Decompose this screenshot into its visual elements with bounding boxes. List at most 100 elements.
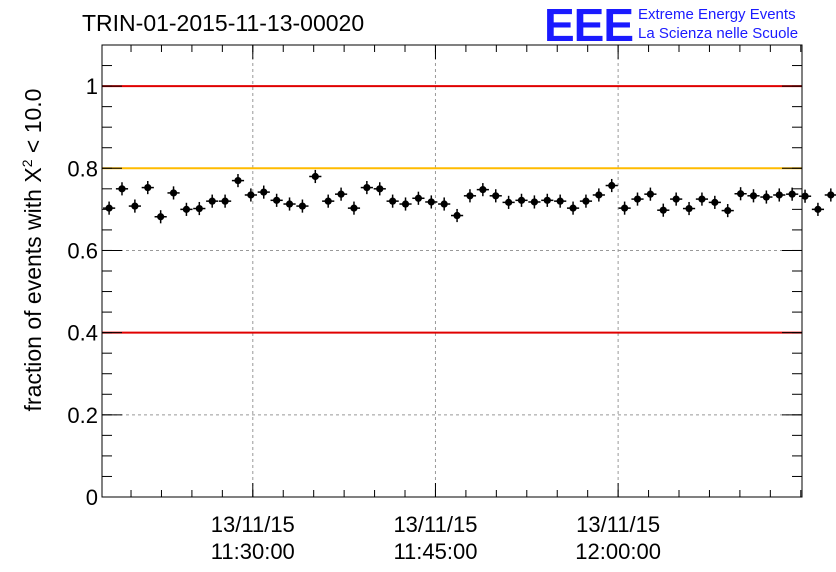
grid-lines bbox=[102, 45, 802, 498]
data-point bbox=[528, 195, 541, 209]
point-marker bbox=[453, 211, 461, 220]
data-point bbox=[579, 194, 593, 208]
data-point bbox=[103, 201, 116, 215]
data-point bbox=[270, 193, 283, 207]
data-point bbox=[231, 174, 245, 188]
point-marker bbox=[285, 200, 294, 208]
x-tick-time-label: 11:45:00 bbox=[393, 539, 477, 564]
point-marker bbox=[247, 191, 255, 199]
data-point bbox=[489, 189, 502, 203]
y-tick-label: 0.2 bbox=[67, 403, 98, 428]
data-point bbox=[618, 201, 631, 215]
point-marker bbox=[543, 196, 551, 204]
point-marker bbox=[517, 196, 526, 204]
point-marker bbox=[737, 190, 745, 198]
point-marker bbox=[427, 198, 435, 206]
y-tick-label: 0 bbox=[86, 485, 98, 510]
logo-text-line2: La Scienza nelle Scuole bbox=[638, 25, 799, 42]
data-point bbox=[566, 201, 580, 215]
data-point bbox=[734, 187, 747, 201]
point-marker bbox=[350, 204, 358, 212]
point-marker bbox=[144, 183, 152, 192]
point-marker bbox=[685, 204, 693, 213]
data-point bbox=[721, 204, 734, 218]
data-point bbox=[476, 183, 489, 197]
point-marker bbox=[182, 205, 191, 213]
point-marker bbox=[621, 204, 629, 212]
data-point bbox=[592, 188, 605, 202]
data-point bbox=[425, 195, 438, 209]
chart-title: TRIN-01-2015-11-13-00020 bbox=[82, 10, 365, 36]
data-point bbox=[515, 193, 528, 207]
point-marker bbox=[260, 188, 268, 196]
point-marker bbox=[749, 192, 758, 200]
point-marker bbox=[195, 204, 203, 213]
data-point bbox=[412, 191, 425, 205]
reference-lines bbox=[102, 85, 802, 334]
tick-labels: 00.20.40.60.8113/11/1511:30:0013/11/1511… bbox=[67, 74, 661, 564]
data-point bbox=[206, 194, 219, 208]
y-tick-label: 0.4 bbox=[67, 321, 98, 346]
point-marker bbox=[389, 197, 397, 205]
data-point bbox=[167, 186, 180, 200]
data-point bbox=[657, 203, 670, 217]
point-marker bbox=[582, 197, 590, 205]
data-point bbox=[334, 187, 348, 201]
data-point bbox=[322, 194, 335, 208]
point-marker bbox=[273, 196, 281, 204]
point-marker bbox=[556, 197, 564, 205]
data-point bbox=[386, 194, 399, 208]
data-point bbox=[786, 187, 799, 201]
point-marker bbox=[401, 200, 410, 208]
data-point bbox=[296, 199, 309, 213]
point-marker bbox=[711, 198, 719, 206]
data-point bbox=[309, 169, 322, 184]
data-point bbox=[450, 208, 464, 223]
point-marker bbox=[595, 191, 603, 199]
data-point bbox=[695, 192, 709, 206]
data-point bbox=[244, 188, 257, 202]
point-marker bbox=[311, 172, 319, 181]
point-marker bbox=[492, 192, 500, 200]
data-point bbox=[219, 194, 232, 208]
data-point bbox=[708, 195, 721, 209]
point-marker bbox=[234, 177, 242, 185]
point-marker bbox=[118, 185, 126, 193]
data-point bbox=[554, 194, 567, 208]
point-marker bbox=[608, 181, 616, 190]
point-marker bbox=[208, 197, 216, 205]
point-marker bbox=[724, 206, 732, 215]
point-marker bbox=[505, 198, 513, 206]
data-point bbox=[631, 192, 644, 206]
x-tick-time-label: 12:00:00 bbox=[575, 539, 661, 564]
point-marker bbox=[105, 204, 113, 212]
data-points bbox=[103, 169, 836, 224]
y-tick-label: 0.6 bbox=[67, 238, 98, 263]
point-marker bbox=[672, 195, 680, 203]
logo-text-line1: Extreme Energy Events bbox=[638, 6, 796, 23]
data-point bbox=[502, 195, 515, 209]
x-tick-date-label: 13/11/15 bbox=[211, 512, 295, 537]
data-point bbox=[605, 178, 618, 193]
point-marker bbox=[659, 206, 667, 214]
point-marker bbox=[157, 213, 165, 221]
point-marker bbox=[814, 205, 822, 213]
logo-mark: EEE bbox=[544, 0, 634, 51]
point-marker bbox=[466, 192, 474, 200]
axis-ticks bbox=[102, 44, 802, 498]
data-point bbox=[373, 182, 386, 196]
data-point bbox=[257, 185, 270, 199]
data-point bbox=[193, 201, 206, 216]
data-point bbox=[824, 188, 836, 202]
point-marker bbox=[298, 202, 307, 210]
data-point bbox=[463, 189, 477, 203]
point-marker bbox=[324, 197, 332, 205]
data-point bbox=[180, 202, 193, 216]
point-marker bbox=[788, 190, 796, 198]
data-point bbox=[682, 201, 696, 216]
point-marker bbox=[414, 194, 423, 202]
data-point bbox=[670, 192, 683, 206]
data-point bbox=[811, 202, 825, 216]
point-marker bbox=[221, 197, 229, 205]
